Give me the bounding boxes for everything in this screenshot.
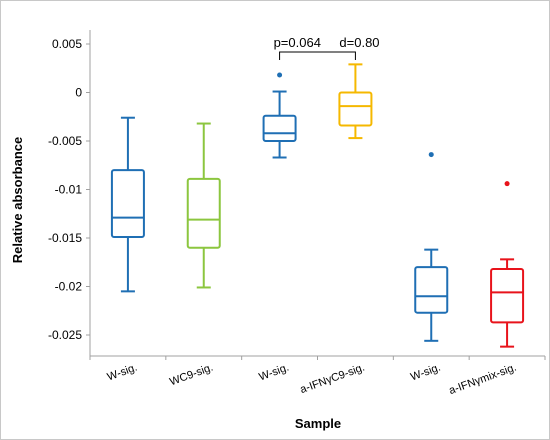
outlier-point — [504, 181, 510, 187]
iqr-box — [414, 266, 449, 314]
iqr-box — [262, 114, 297, 142]
y-tick-label: -0.015 — [48, 231, 82, 245]
box-6 — [490, 181, 525, 348]
box-5 — [414, 152, 449, 342]
y-axis: 0.005 0 -0.005 -0.01 -0.015 -0.02 -0.025 — [48, 30, 91, 356]
y-tick-label: 0.005 — [52, 37, 82, 51]
outlier-point — [277, 72, 283, 78]
x-tick-label: W-sig. — [257, 362, 290, 384]
iqr-box — [490, 268, 525, 324]
x-tick-label: a-IFNγC9-sig. — [299, 362, 367, 396]
y-tick-label: -0.02 — [55, 280, 83, 294]
effect-size-label: d=0.80 — [339, 35, 379, 50]
y-axis-title: Relative absorbance — [10, 137, 25, 263]
x-tick-label: WC9-sig. — [168, 362, 215, 389]
annotations: p=0.064 d=0.80 — [274, 35, 380, 60]
x-tick-label: W-sig. — [409, 362, 442, 384]
box-1 — [110, 116, 145, 293]
outlier-point — [428, 152, 434, 158]
p-value-label: p=0.064 — [274, 35, 321, 50]
significance-bracket — [279, 51, 356, 60]
y-tick-label: -0.01 — [55, 183, 83, 197]
y-tick-label: -0.005 — [48, 134, 82, 148]
iqr-box — [110, 169, 145, 239]
box-series — [110, 63, 525, 348]
box-3 — [262, 72, 297, 159]
x-tick-label: a-IFNγmix-sig. — [447, 362, 518, 398]
iqr-box — [338, 91, 373, 127]
y-tick-label: -0.025 — [48, 328, 82, 342]
x-axis-title: Sample — [295, 416, 341, 431]
box-2 — [186, 122, 221, 289]
box-4 — [338, 63, 373, 140]
x-axis: W-sig. WC9-sig. W-sig. a-IFNγC9-sig. W-sig. a… — [89, 355, 546, 398]
y-tick-label: 0 — [75, 86, 82, 100]
iqr-box — [186, 177, 221, 249]
x-tick-label: W-sig. — [106, 362, 139, 384]
